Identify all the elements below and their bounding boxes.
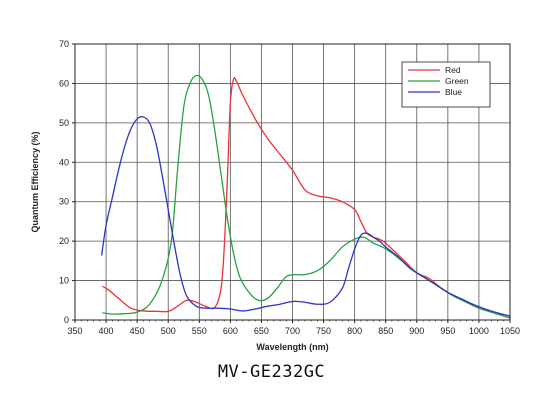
x-tick-label: 650 <box>254 326 269 336</box>
model-caption: MV-GE232GC <box>217 362 326 382</box>
y-tick-label: 10 <box>59 276 69 286</box>
y-tick-label: 50 <box>59 118 69 128</box>
legend-label-blue: Blue <box>445 87 462 97</box>
y-tick-label: 60 <box>59 78 69 88</box>
x-axis-label: Wavelength (nm) <box>256 342 328 352</box>
x-tick-label: 950 <box>440 326 455 336</box>
legend-label-red: Red <box>445 65 461 75</box>
x-tick-label: 350 <box>67 326 82 336</box>
x-tick-label: 500 <box>161 326 176 336</box>
x-tick-label: 550 <box>192 326 207 336</box>
y-tick-label: 20 <box>59 236 69 246</box>
x-tick-label: 900 <box>409 326 424 336</box>
x-tick-label: 450 <box>130 326 145 336</box>
y-tick-label: 40 <box>59 157 69 167</box>
y-axis-label: Quantum Efficiency (%) <box>30 131 40 232</box>
series-line-green <box>102 74 511 319</box>
x-tick-label: 850 <box>378 326 393 336</box>
ticks: 350 400 450 500 550 600 650 700 750 800 850 900 950 1… <box>59 39 520 336</box>
legend-label-green: Green <box>445 76 469 86</box>
x-tick-label: 600 <box>223 326 238 336</box>
series-line-red <box>102 77 511 319</box>
x-tick-label: 800 <box>347 326 362 336</box>
x-tick-label: 1050 <box>500 326 520 336</box>
legend-box <box>401 61 491 108</box>
series-layer <box>101 74 511 319</box>
quantum-efficiency-chart: 350 400 450 500 550 600 650 700 750 800 850 900 950 1… <box>30 39 520 352</box>
x-tick-label: 400 <box>99 326 114 336</box>
y-tick-label: 0 <box>64 315 69 325</box>
y-tick-label: 30 <box>59 197 69 207</box>
series-line-blue <box>101 116 511 317</box>
x-tick-label: 700 <box>285 326 300 336</box>
x-tick-label: 750 <box>316 326 331 336</box>
x-tick-label: 1000 <box>469 326 489 336</box>
y-tick-label: 70 <box>59 39 69 49</box>
